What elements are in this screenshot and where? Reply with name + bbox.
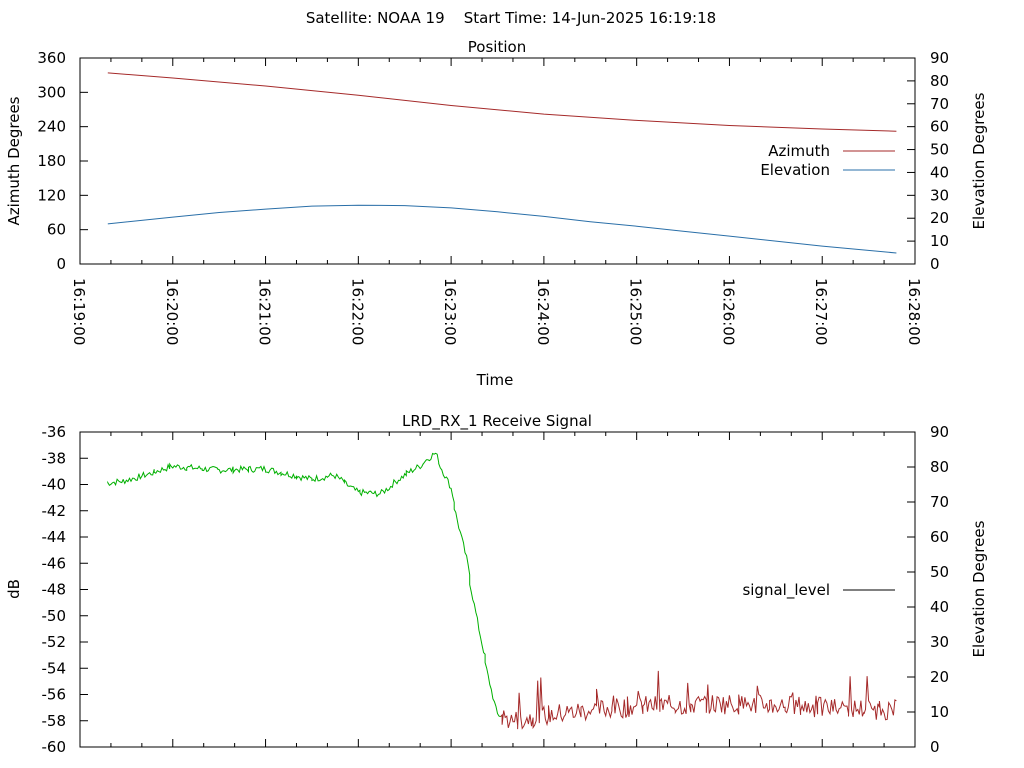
time-tick-label: 16:19:00 [70, 278, 88, 345]
time-tick-label: 16:25:00 [627, 278, 645, 345]
db-tick-label: -60 [42, 738, 67, 756]
elevation-axis-label-bottom: Elevation Degrees [970, 520, 988, 657]
elevation-tick-label: 20 [930, 209, 949, 227]
position-axes: 0 60 120 180 240 300 360 0 10 20 30 40 50 60 70 80 90 16:… [37, 49, 949, 345]
db-tick-label: -40 [42, 476, 67, 494]
azimuth-axis-label: Azimuth Degrees [5, 96, 23, 225]
time-tick-label: 16:22:00 [348, 278, 366, 345]
position-chart-title: Position [468, 38, 526, 56]
position-series [107, 72, 897, 254]
position-legend: Azimuth Elevation [760, 142, 895, 179]
legend-signal-label: signal_level [742, 581, 830, 600]
elevation-tick-label: 80 [930, 72, 949, 90]
time-tick-label: 16:20:00 [163, 278, 181, 345]
elevation-tick-label: 60 [930, 118, 949, 136]
azimuth-series-line [107, 72, 897, 132]
signal-chart-title: LRD_RX_1 Receive Signal [402, 412, 592, 431]
position-chart: Position Azimuth Degrees Elevation Degre… [5, 38, 988, 389]
time-tick-label: 16:21:00 [256, 278, 274, 345]
signal-legend: signal_level [742, 581, 895, 600]
elevation-series-line [107, 204, 897, 254]
elevation-tick-label: 30 [930, 186, 949, 204]
azimuth-tick-label: 60 [47, 221, 66, 239]
azimuth-tick-label: 120 [37, 186, 66, 204]
db-axis-label: dB [5, 579, 23, 599]
elevation-tick-label: 90 [930, 49, 949, 67]
elevation-tick-label: 60 [930, 528, 949, 546]
db-tick-label: -48 [42, 581, 67, 599]
elevation-tick-label: 20 [930, 668, 949, 686]
elevation-axis-label-top: Elevation Degrees [970, 92, 988, 229]
elevation-tick-label: 70 [930, 493, 949, 511]
db-tick-label: -54 [42, 659, 67, 677]
time-axis-label: Time [476, 371, 514, 389]
azimuth-tick-label: 240 [37, 118, 66, 136]
db-tick-label: -46 [42, 554, 67, 572]
db-tick-label: -58 [42, 712, 67, 730]
db-tick-label: -50 [42, 607, 67, 625]
db-tick-label: -44 [42, 528, 67, 546]
elevation-tick-label: 40 [930, 598, 949, 616]
elevation-tick-label: 80 [930, 458, 949, 476]
elevation-tick-label: 30 [930, 633, 949, 651]
signal-level-line-high [107, 452, 501, 718]
elevation-tick-label: 0 [930, 255, 940, 273]
azimuth-tick-label: 300 [37, 83, 66, 101]
time-tick-label: 16:26:00 [719, 278, 737, 345]
azimuth-tick-label: 180 [37, 152, 66, 170]
legend-elevation-label: Elevation [760, 161, 830, 179]
db-tick-label: -36 [42, 423, 67, 441]
time-tick-label: 16:28:00 [905, 278, 923, 345]
signal-level-line-low [500, 670, 897, 730]
azimuth-tick-label: 360 [37, 49, 66, 67]
elevation-tick-label: 10 [930, 232, 949, 250]
db-tick-label: -38 [42, 449, 67, 467]
db-tick-label: -56 [42, 686, 67, 704]
elevation-tick-label: 50 [930, 563, 949, 581]
time-tick-label: 16:27:00 [812, 278, 830, 345]
elevation-tick-label: 90 [930, 423, 949, 441]
time-tick-label: 16:23:00 [441, 278, 459, 345]
legend-azimuth-label: Azimuth [768, 142, 830, 160]
signal-chart: LRD_RX_1 Receive Signal dB Elevation Deg… [5, 412, 988, 756]
signal-series [107, 452, 897, 730]
elevation-tick-label: 50 [930, 141, 949, 159]
db-tick-label: -42 [42, 502, 67, 520]
elevation-tick-label: 10 [930, 703, 949, 721]
elevation-tick-label: 70 [930, 95, 949, 113]
azimuth-tick-label: 0 [56, 255, 66, 273]
signal-axes: -60 -58 -56 -54 -52 -50 -48 -46 -44 -42 -40 -38 -36 0… [42, 423, 950, 756]
elevation-tick-label: 0 [930, 738, 940, 756]
time-tick-label: 16:24:00 [534, 278, 552, 345]
db-tick-label: -52 [42, 633, 67, 651]
elevation-tick-label: 40 [930, 163, 949, 181]
main-title: Satellite: NOAA 19 Start Time: 14-Jun-20… [306, 9, 716, 27]
